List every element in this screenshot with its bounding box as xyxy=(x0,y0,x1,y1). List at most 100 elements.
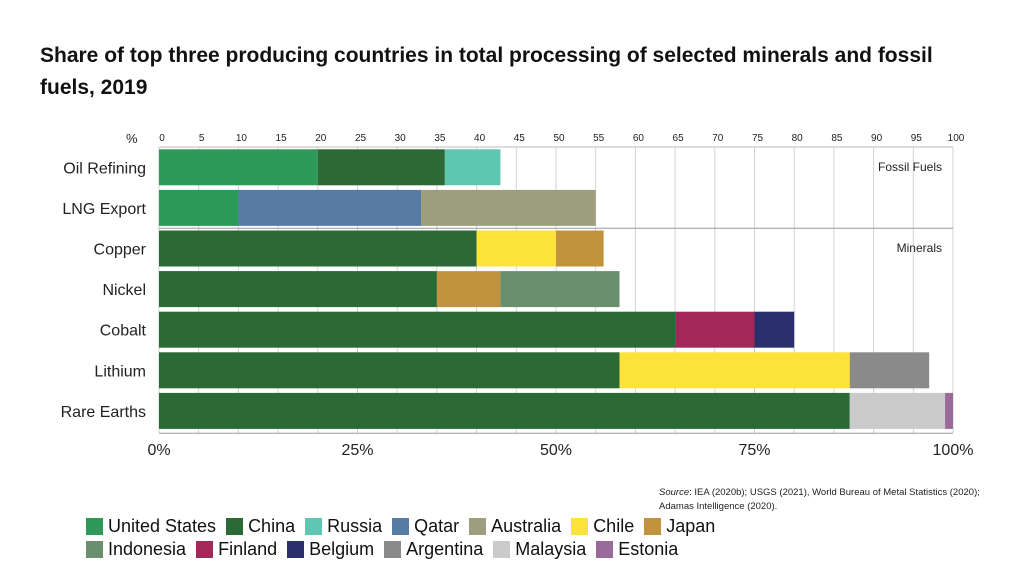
bar-segment xyxy=(159,352,620,389)
legend-item: Chile xyxy=(571,516,634,537)
bar-segment xyxy=(754,311,795,348)
bar-segment xyxy=(675,311,755,348)
bar-segment xyxy=(945,392,953,429)
legend-swatch xyxy=(287,541,305,558)
top-tick-label: 50 xyxy=(553,133,565,144)
legend-label: China xyxy=(248,516,296,536)
category-label: Rare Earths xyxy=(61,404,146,421)
bar-segment xyxy=(159,392,850,429)
category-label: Lithium xyxy=(94,363,146,380)
bar-segment xyxy=(444,149,501,186)
category-label: Copper xyxy=(94,242,147,259)
legend-swatch xyxy=(644,518,662,535)
category-label: Cobalt xyxy=(100,323,147,340)
chart-legend: United States China Russia Qatar Australia Ch… xyxy=(86,515,986,561)
legend-item: Malaysia xyxy=(493,539,586,560)
stacked-bar-chart: 0 5 10 15 20 25 30 35 40 45 50 55 60 65 70 75 80 85 90 95 10… xyxy=(61,131,974,459)
legend-item: China xyxy=(226,516,295,537)
bar-segment xyxy=(556,230,604,267)
legend-item: Russia xyxy=(305,516,382,537)
legend-item: Japan xyxy=(644,516,715,537)
legend-swatch xyxy=(226,518,244,535)
group-label: Minerals xyxy=(897,241,942,255)
top-tick-label: 95 xyxy=(911,133,923,144)
top-tick-label: 55 xyxy=(593,133,605,144)
top-tick-label: 20 xyxy=(315,133,327,144)
legend-label: Estonia xyxy=(618,539,679,559)
legend-item: Estonia xyxy=(596,539,678,560)
legend-item: Indonesia xyxy=(86,539,186,560)
bar-segment xyxy=(619,352,850,389)
top-tick-label: 30 xyxy=(395,133,407,144)
top-tick-label: 60 xyxy=(633,133,645,144)
legend-swatch xyxy=(493,541,511,558)
top-tick-label: 35 xyxy=(434,133,446,144)
top-tick-label: 80 xyxy=(792,133,804,144)
legend-item: Belgium xyxy=(287,539,374,560)
top-tick-label: 85 xyxy=(831,133,843,144)
legend-swatch xyxy=(86,541,103,558)
bar-segment xyxy=(421,189,596,226)
legend-item: Finland xyxy=(196,539,277,560)
legend-label: Russia xyxy=(327,516,383,536)
legend-swatch xyxy=(571,518,589,535)
bar-segment xyxy=(849,392,946,429)
group-label: Fossil Fuels xyxy=(878,160,942,174)
top-tick-label: 100 xyxy=(948,133,965,144)
legend-swatch xyxy=(86,518,103,535)
legend-swatch xyxy=(305,518,323,535)
bar-segment xyxy=(159,149,318,186)
legend-label: Argentina xyxy=(406,539,484,559)
legend-label: Finland xyxy=(218,539,278,559)
legend-swatch xyxy=(392,518,410,535)
top-tick-label: 10 xyxy=(236,133,248,144)
category-label: Nickel xyxy=(102,282,146,299)
source-label: Source xyxy=(659,487,690,498)
bar-segment xyxy=(476,230,556,267)
bar-segment xyxy=(159,230,477,267)
category-label: LNG Export xyxy=(62,201,146,218)
legend-swatch xyxy=(469,518,487,535)
x-tick-label: 75% xyxy=(738,442,770,459)
legend-label: Indonesia xyxy=(108,539,187,559)
legend-row: United States China Russia Qatar Australia Ch… xyxy=(86,515,986,538)
x-tick-label: 50% xyxy=(540,442,572,459)
top-tick-label: 75 xyxy=(752,133,764,144)
unit-label: % xyxy=(126,131,138,146)
bar-segment xyxy=(159,189,239,226)
bar-segment xyxy=(500,271,620,308)
chart-title: Share of top three producing countries i… xyxy=(40,44,933,99)
legend-label: United States xyxy=(108,516,217,536)
legend-swatch xyxy=(596,541,614,558)
bar-segment xyxy=(436,271,501,308)
bar-segment xyxy=(238,189,422,226)
top-tick-label: 90 xyxy=(871,133,883,144)
legend-item: Australia xyxy=(469,516,561,537)
x-tick-label: 25% xyxy=(341,442,373,459)
bar-segment xyxy=(317,149,445,186)
legend-item: Qatar xyxy=(392,516,459,537)
top-tick-label: 45 xyxy=(514,133,526,144)
category-label: Oil Refining xyxy=(63,160,146,177)
bar-segment xyxy=(159,311,676,348)
top-tick-label: 15 xyxy=(276,133,288,144)
source-note: Source: IEA (2020b); USGS (2021), World … xyxy=(659,486,989,513)
legend-row: Indonesia Finland Belgium Argentina Malaysia… xyxy=(86,538,986,561)
top-tick-label: 65 xyxy=(673,133,685,144)
x-tick-label: 100% xyxy=(933,442,974,459)
top-tick-label: 25 xyxy=(355,133,367,144)
x-tick-label: 0% xyxy=(147,442,170,459)
top-tick-label: 70 xyxy=(712,133,724,144)
top-tick-label: 5 xyxy=(199,133,205,144)
legend-swatch xyxy=(196,541,214,558)
legend-label: Japan xyxy=(666,516,716,536)
legend-item: United States xyxy=(86,516,216,537)
bar-segment xyxy=(849,352,930,389)
legend-swatch xyxy=(384,541,402,558)
legend-label: Chile xyxy=(593,516,635,536)
legend-label: Qatar xyxy=(414,516,460,536)
legend-label: Australia xyxy=(491,516,562,536)
legend-item: Argentina xyxy=(384,539,483,560)
legend-label: Malaysia xyxy=(515,539,587,559)
top-tick-label: 0 xyxy=(159,133,165,144)
